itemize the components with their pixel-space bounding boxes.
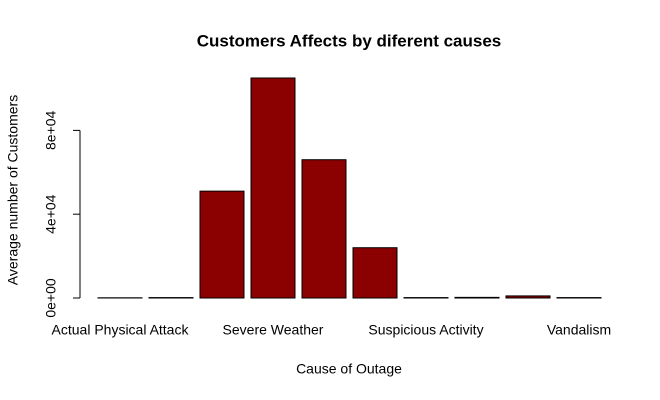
y-tick-label: 8e+04 [43, 111, 59, 151]
x-tick-label: Vandalism [547, 322, 611, 338]
bar [505, 295, 551, 299]
x-tick-label: Actual Physical Attack [52, 322, 190, 338]
bar [301, 159, 347, 299]
y-tick-label: 4e+04 [43, 194, 59, 234]
x-tick-label: Severe Weather [223, 322, 324, 338]
x-tick-label: Suspicious Activity [368, 322, 483, 338]
bar [454, 296, 500, 299]
bar [199, 190, 245, 299]
bar [352, 247, 398, 299]
x-axis-label: Cause of Outage [296, 361, 402, 377]
chart-title: Customers Affects by diferent causes [197, 31, 502, 50]
y-tick-label: 0e+00 [43, 278, 59, 318]
y-axis-label: Average number of Customers [5, 95, 21, 285]
bar [250, 77, 296, 299]
